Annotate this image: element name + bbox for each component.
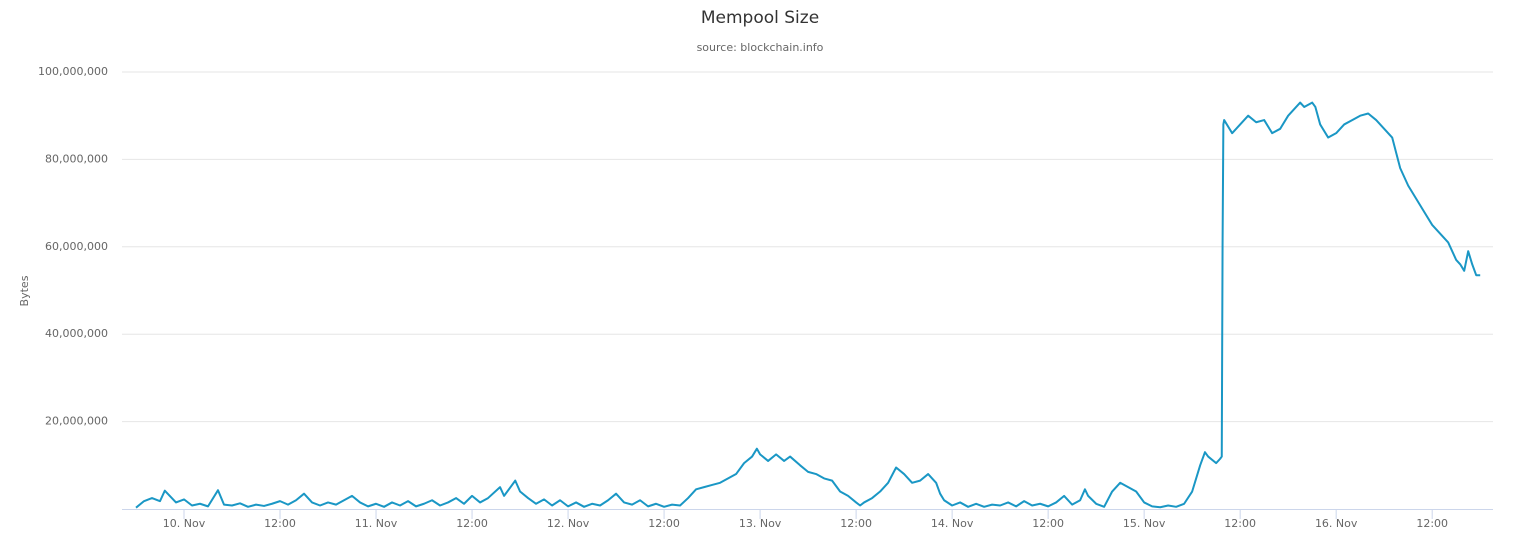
x-tick-label: 14. Nov xyxy=(931,517,974,530)
chart-subtitle: source: blockchain.info xyxy=(697,41,824,54)
x-tick-label: 13. Nov xyxy=(739,517,782,530)
y-tick-label: 80,000,000 xyxy=(45,152,108,165)
x-tick-label: 16. Nov xyxy=(1315,517,1358,530)
x-tick-label: 12:00 xyxy=(648,517,680,530)
y-tick-label: 20,000,000 xyxy=(45,415,108,428)
x-tick-label: 12:00 xyxy=(456,517,488,530)
x-tick-label: 12:00 xyxy=(1416,517,1448,530)
x-tick-label: 12. Nov xyxy=(547,517,590,530)
x-tick-label: 12:00 xyxy=(1032,517,1064,530)
y-tick-label: 100,000,000 xyxy=(38,65,108,78)
x-tick-label: 12:00 xyxy=(1224,517,1256,530)
data-line xyxy=(135,101,1481,509)
x-tick-label: 15. Nov xyxy=(1123,517,1166,530)
y-axis-title: Bytes xyxy=(18,275,31,306)
x-tick-label: 12:00 xyxy=(264,517,296,530)
x-tick-label: 11. Nov xyxy=(355,517,398,530)
x-tick-label: 10. Nov xyxy=(163,517,206,530)
chart-title: Mempool Size xyxy=(701,8,819,28)
y-tick-label: 60,000,000 xyxy=(45,240,108,253)
x-tick-label: 12:00 xyxy=(840,517,872,530)
y-tick-label: 40,000,000 xyxy=(45,327,108,340)
